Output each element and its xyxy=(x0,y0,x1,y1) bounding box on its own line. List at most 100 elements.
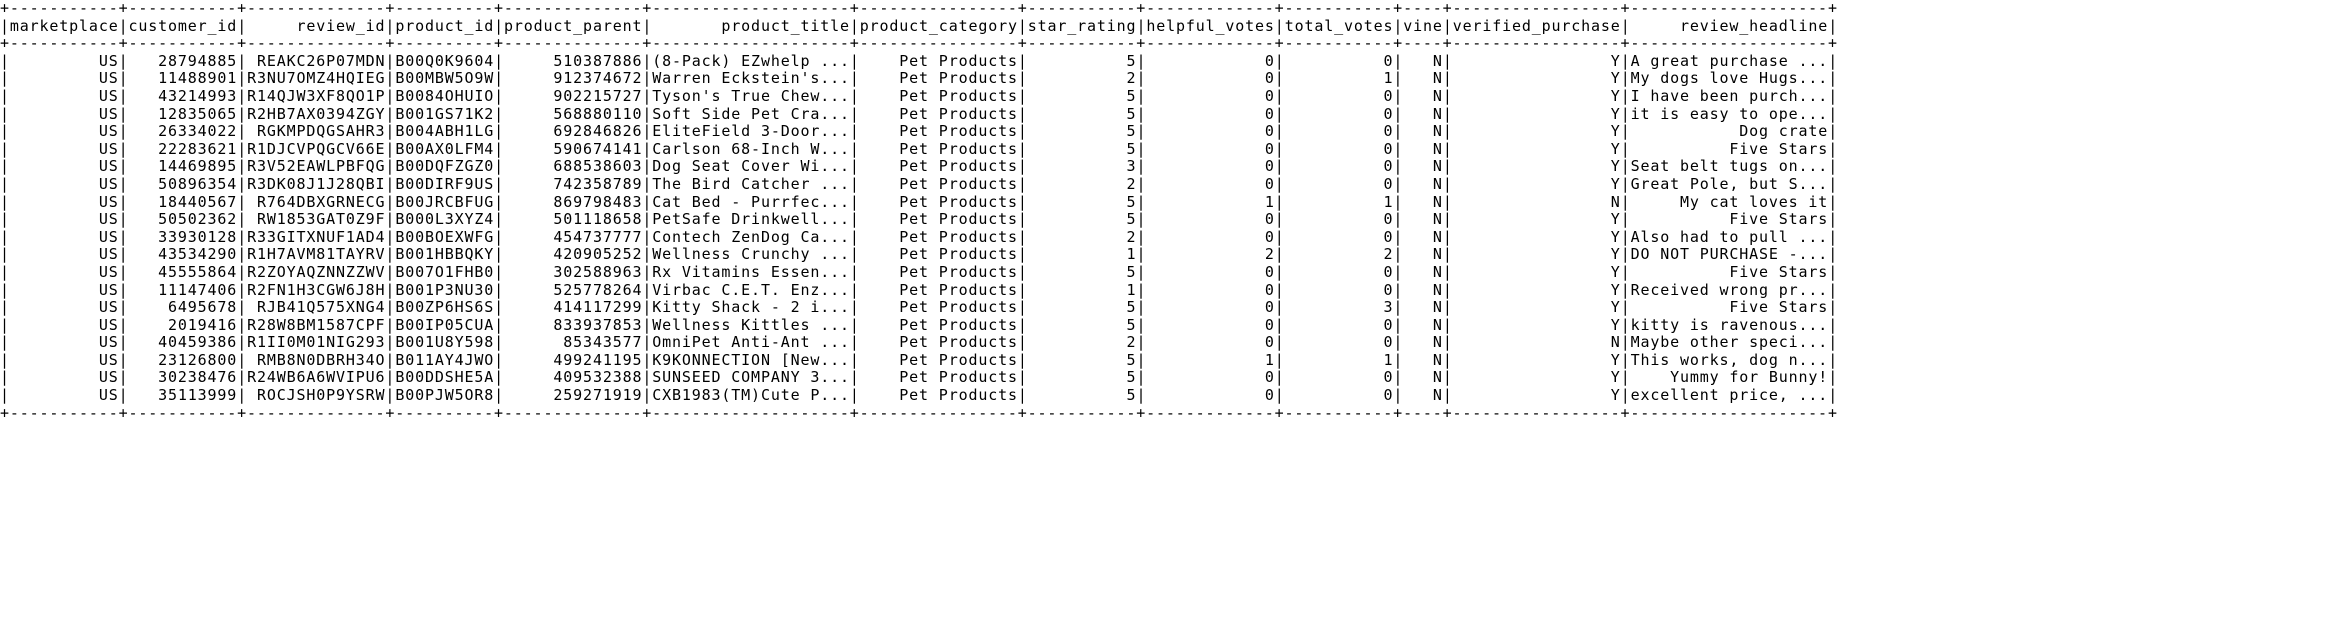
cell-product-title: (8-Pack) EZwhelp ... xyxy=(652,51,850,70)
cell-star-rating: 5 xyxy=(1027,350,1137,369)
cell-marketplace: US xyxy=(9,368,119,387)
cell-total-votes: 0 xyxy=(1284,51,1394,70)
table-row: | US| 23126800| RMB8N0DBRH34O|B011AY4JWO… xyxy=(0,350,1839,369)
cell-product-title: Rx Vitamins Essen... xyxy=(652,262,850,281)
cell-verified-purchase: Y xyxy=(1452,104,1621,123)
table-row: | US| 2019416|R28W8BM1587CPF|B00IP05CUA|… xyxy=(0,315,1839,334)
cell-helpful-votes: 0 xyxy=(1146,157,1275,176)
cell-review-headline: Five Stars xyxy=(1630,139,1829,158)
table-row: | US| 43534290|R1H7AVM81TAYRV|B001HBBQKY… xyxy=(0,245,1839,264)
cell-star-rating: 1 xyxy=(1027,245,1137,264)
cell-review-headline: excellent price, ... xyxy=(1630,386,1829,405)
cell-product-parent: 869798483 xyxy=(504,192,643,211)
cell-customer-id: 6495678 xyxy=(128,298,238,317)
cell-review-id: RJB41Q575XNG4 xyxy=(247,298,386,317)
cell-product-category: Pet Products xyxy=(859,386,1018,405)
cell-product-parent: 525778264 xyxy=(504,280,643,299)
cell-vine: N xyxy=(1403,86,1443,105)
cell-product-title: OmniPet Anti-Ant ... xyxy=(652,333,850,352)
cell-customer-id: 14469895 xyxy=(128,157,238,176)
cell-total-votes: 0 xyxy=(1284,315,1394,334)
table-row: | US| 22283621|R1DJCVPQGCV66E|B00AX0LFM4… xyxy=(0,139,1839,158)
cell-vine: N xyxy=(1403,298,1443,317)
cell-review-headline: Also had to pull ... xyxy=(1630,227,1829,246)
cell-vine: N xyxy=(1403,245,1443,264)
cell-product-parent: 259271919 xyxy=(504,386,643,405)
cell-product-title: Wellness Kittles ... xyxy=(652,315,850,334)
cell-review-headline: Dog crate xyxy=(1630,122,1829,141)
cell-vine: N xyxy=(1403,227,1443,246)
column-header-product-category: product_category xyxy=(859,16,1018,35)
cell-product-category: Pet Products xyxy=(859,298,1018,317)
cell-product-title: Wellness Crunchy ... xyxy=(652,245,850,264)
cell-review-id: ROCJSH0P9YSRW xyxy=(247,386,386,405)
cell-review-headline: kitty is ravenous... xyxy=(1630,315,1829,334)
cell-verified-purchase: Y xyxy=(1452,122,1621,141)
table-row: | US| 33930128|R33GITXNUF1AD4|B00BOEXWFG… xyxy=(0,227,1839,246)
cell-marketplace: US xyxy=(9,192,119,211)
cell-helpful-votes: 0 xyxy=(1146,315,1275,334)
cell-marketplace: US xyxy=(9,350,119,369)
cell-product-title: Virbac C.E.T. Enz... xyxy=(652,280,850,299)
column-header-helpful-votes: helpful_votes xyxy=(1146,16,1275,35)
cell-star-rating: 5 xyxy=(1027,122,1137,141)
cell-review-headline: Seat belt tugs on... xyxy=(1630,157,1829,176)
cell-review-id: R3V52EAWLPBFQG xyxy=(247,157,386,176)
cell-helpful-votes: 0 xyxy=(1146,298,1275,317)
cell-product-title: Tyson's True Chew... xyxy=(652,86,850,105)
column-header-customer-id: customer_id xyxy=(128,16,238,35)
cell-review-id: R764DBXGRNECG xyxy=(247,192,386,211)
cell-review-headline: DO NOT PURCHASE -... xyxy=(1630,245,1829,264)
cell-total-votes: 0 xyxy=(1284,227,1394,246)
cell-customer-id: 12835065 xyxy=(128,104,238,123)
cell-helpful-votes: 0 xyxy=(1146,69,1275,88)
cell-helpful-votes: 0 xyxy=(1146,51,1275,70)
cell-helpful-votes: 0 xyxy=(1146,86,1275,105)
cell-customer-id: 2019416 xyxy=(128,315,238,334)
cell-verified-purchase: Y xyxy=(1452,157,1621,176)
cell-marketplace: US xyxy=(9,51,119,70)
cell-star-rating: 5 xyxy=(1027,210,1137,229)
cell-vine: N xyxy=(1403,122,1443,141)
cell-review-id: R1DJCVPQGCV66E xyxy=(247,139,386,158)
cell-marketplace: US xyxy=(9,139,119,158)
cell-product-category: Pet Products xyxy=(859,245,1018,264)
table-row: | US| 40459386|R1II0M01NIG293|B001U8Y598… xyxy=(0,333,1839,352)
cell-product-parent: 590674141 xyxy=(504,139,643,158)
cell-product-category: Pet Products xyxy=(859,139,1018,158)
cell-marketplace: US xyxy=(9,104,119,123)
column-header-marketplace: marketplace xyxy=(9,16,119,35)
cell-product-title: Kitty Shack - 2 i... xyxy=(652,298,850,317)
table-row: | US| 11488901|R3NU7OMZ4HQIEG|B00MBW5O9W… xyxy=(0,69,1839,88)
table-row: | US| 26334022| RGKMPDQGSAHR3|B004ABH1LG… xyxy=(0,122,1839,141)
cell-total-votes: 0 xyxy=(1284,210,1394,229)
cell-verified-purchase: Y xyxy=(1452,210,1621,229)
cell-helpful-votes: 0 xyxy=(1146,280,1275,299)
cell-customer-id: 33930128 xyxy=(128,227,238,246)
column-header-review-id: review_id xyxy=(247,16,386,35)
cell-review-headline: Maybe other speci... xyxy=(1630,333,1829,352)
cell-customer-id: 43534290 xyxy=(128,245,238,264)
cell-total-votes: 0 xyxy=(1284,333,1394,352)
cell-verified-purchase: Y xyxy=(1452,86,1621,105)
cell-marketplace: US xyxy=(9,210,119,229)
cell-product-category: Pet Products xyxy=(859,86,1018,105)
cell-review-headline: Yummy for Bunny! xyxy=(1630,368,1829,387)
cell-customer-id: 18440567 xyxy=(128,192,238,211)
cell-verified-purchase: Y xyxy=(1452,139,1621,158)
cell-total-votes: 0 xyxy=(1284,122,1394,141)
cell-vine: N xyxy=(1403,368,1443,387)
table-row: | US| 12835065|R2HB7AX0394ZGY|B001GS71K2… xyxy=(0,104,1839,123)
column-header-product-parent: product_parent xyxy=(504,16,643,35)
cell-vine: N xyxy=(1403,174,1443,193)
cell-product-category: Pet Products xyxy=(859,262,1018,281)
cell-product-id: B001U8Y598 xyxy=(395,333,495,352)
cell-star-rating: 2 xyxy=(1027,69,1137,88)
cell-product-id: B001P3NU30 xyxy=(395,280,495,299)
cell-customer-id: 43214993 xyxy=(128,86,238,105)
cell-product-category: Pet Products xyxy=(859,122,1018,141)
table-row: | US| 45555864|R2ZOYAQZNNZZWV|B007O1FHB0… xyxy=(0,262,1839,281)
cell-star-rating: 5 xyxy=(1027,262,1137,281)
cell-review-headline: Received wrong pr... xyxy=(1630,280,1829,299)
cell-star-rating: 3 xyxy=(1027,157,1137,176)
